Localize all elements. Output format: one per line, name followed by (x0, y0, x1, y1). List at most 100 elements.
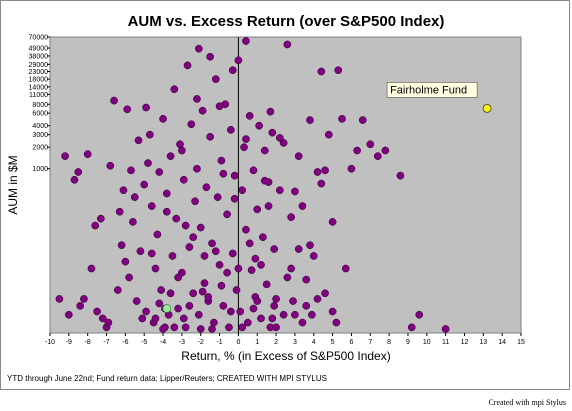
data-point (268, 314, 277, 323)
data-point (189, 289, 198, 298)
data-point (125, 273, 133, 282)
data-point (242, 225, 250, 234)
x-tick-label: 15 (517, 339, 525, 346)
data-point (198, 106, 207, 115)
footnote: YTD through June 22nd; Fund return data:… (7, 374, 327, 383)
data-point (275, 134, 284, 142)
x-tick-label: -4 (160, 339, 166, 346)
data-point (198, 287, 207, 296)
data-point (353, 146, 361, 155)
x-tick-label: -1 (216, 339, 222, 346)
data-point (123, 105, 132, 114)
data-point (238, 323, 247, 332)
data-point (298, 202, 307, 210)
data-point (185, 302, 194, 310)
data-point (80, 295, 88, 303)
data-point (302, 275, 311, 284)
data-point (264, 202, 273, 210)
data-point (155, 299, 164, 308)
data-point (142, 307, 150, 316)
x-tick-label: -6 (122, 339, 128, 346)
data-point (313, 295, 322, 303)
data-point (210, 318, 218, 327)
data-point (407, 323, 416, 332)
data-point (238, 186, 247, 195)
data-point (193, 95, 201, 103)
data-point (87, 264, 96, 273)
data-point (138, 314, 147, 323)
data-point (266, 107, 275, 116)
data-point (172, 214, 181, 223)
data-point (159, 114, 167, 123)
data-point (283, 273, 292, 282)
data-point (174, 273, 182, 282)
data-point (155, 168, 164, 176)
data-point (328, 307, 337, 316)
data-point (146, 130, 154, 139)
x-tick-label: 10 (423, 339, 431, 346)
data-point (234, 264, 243, 273)
data-point (83, 150, 92, 159)
data-point (97, 214, 105, 223)
data-point (225, 323, 233, 332)
data-point (98, 314, 107, 323)
data-point (151, 264, 160, 273)
data-point (217, 156, 226, 165)
data-point (236, 307, 245, 316)
data-point (211, 247, 220, 256)
data-point (249, 166, 258, 175)
data-point (157, 286, 166, 294)
data-point (441, 325, 450, 333)
data-point (147, 249, 156, 258)
data-point (74, 168, 83, 176)
data-point (153, 230, 162, 239)
x-tick-label: 6 (349, 339, 353, 346)
data-point (144, 159, 152, 167)
data-point (287, 264, 296, 273)
data-point (140, 180, 149, 189)
data-point (317, 179, 326, 188)
x-tick-label: 7 (368, 339, 372, 346)
y-axis-label: AUM in $M (6, 155, 20, 214)
data-point (204, 293, 213, 301)
x-tick-label: -2 (198, 339, 204, 346)
x-tick-label: 1 (255, 339, 259, 346)
data-point (166, 152, 175, 161)
data-point (347, 164, 356, 173)
x-tick-label: 5 (331, 339, 335, 346)
data-point (115, 207, 124, 216)
x-tick-label: 9 (406, 339, 410, 346)
data-point (381, 146, 390, 155)
y-tick-label: 38000 (29, 53, 49, 60)
data-point (196, 223, 205, 232)
data-point (219, 169, 228, 178)
data-point (213, 193, 222, 201)
data-point (227, 126, 235, 134)
data-point (306, 116, 314, 124)
data-point (228, 66, 237, 75)
chart-title: AUM vs. Excess Return (over S&P500 Index… (128, 13, 445, 30)
data-point (298, 318, 307, 327)
data-point (142, 103, 150, 112)
data-point (151, 314, 160, 323)
data-point (251, 254, 260, 263)
x-tick-label: -7 (103, 339, 109, 346)
data-point (338, 114, 346, 123)
x-tick-label: 12 (461, 339, 469, 346)
y-tick-label: 18000 (29, 77, 49, 84)
data-point (215, 102, 224, 111)
annotation-box (386, 82, 478, 98)
data-point (230, 171, 239, 180)
data-point (234, 56, 243, 65)
data-point (110, 96, 118, 105)
data-point (219, 302, 228, 310)
data-point (287, 213, 296, 221)
data-point (181, 221, 190, 230)
data-point (193, 164, 201, 173)
y-tick-label: 8000 (32, 102, 48, 109)
data-point (174, 304, 182, 313)
data-point (194, 44, 203, 53)
data-point (196, 325, 205, 333)
y-tick-label: 23000 (29, 69, 49, 76)
data-point (119, 186, 128, 195)
